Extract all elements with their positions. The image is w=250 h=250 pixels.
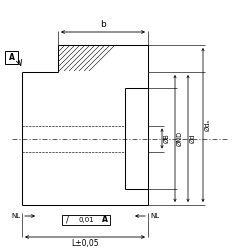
Bar xyxy=(5,51,18,64)
Text: NL: NL xyxy=(11,213,20,219)
Text: ØB: ØB xyxy=(164,134,170,143)
Text: /: / xyxy=(66,216,68,224)
Text: NL: NL xyxy=(150,213,159,219)
Text: ØND: ØND xyxy=(176,131,182,146)
Text: A: A xyxy=(102,216,108,224)
Text: A: A xyxy=(8,53,14,62)
Text: Ødₐ: Ødₐ xyxy=(204,119,210,131)
Bar xyxy=(62,215,110,225)
Text: b: b xyxy=(100,20,106,29)
Text: 0,01: 0,01 xyxy=(78,217,94,223)
Text: Ød: Ød xyxy=(190,134,196,143)
Text: L±0,05: L±0,05 xyxy=(71,239,99,248)
